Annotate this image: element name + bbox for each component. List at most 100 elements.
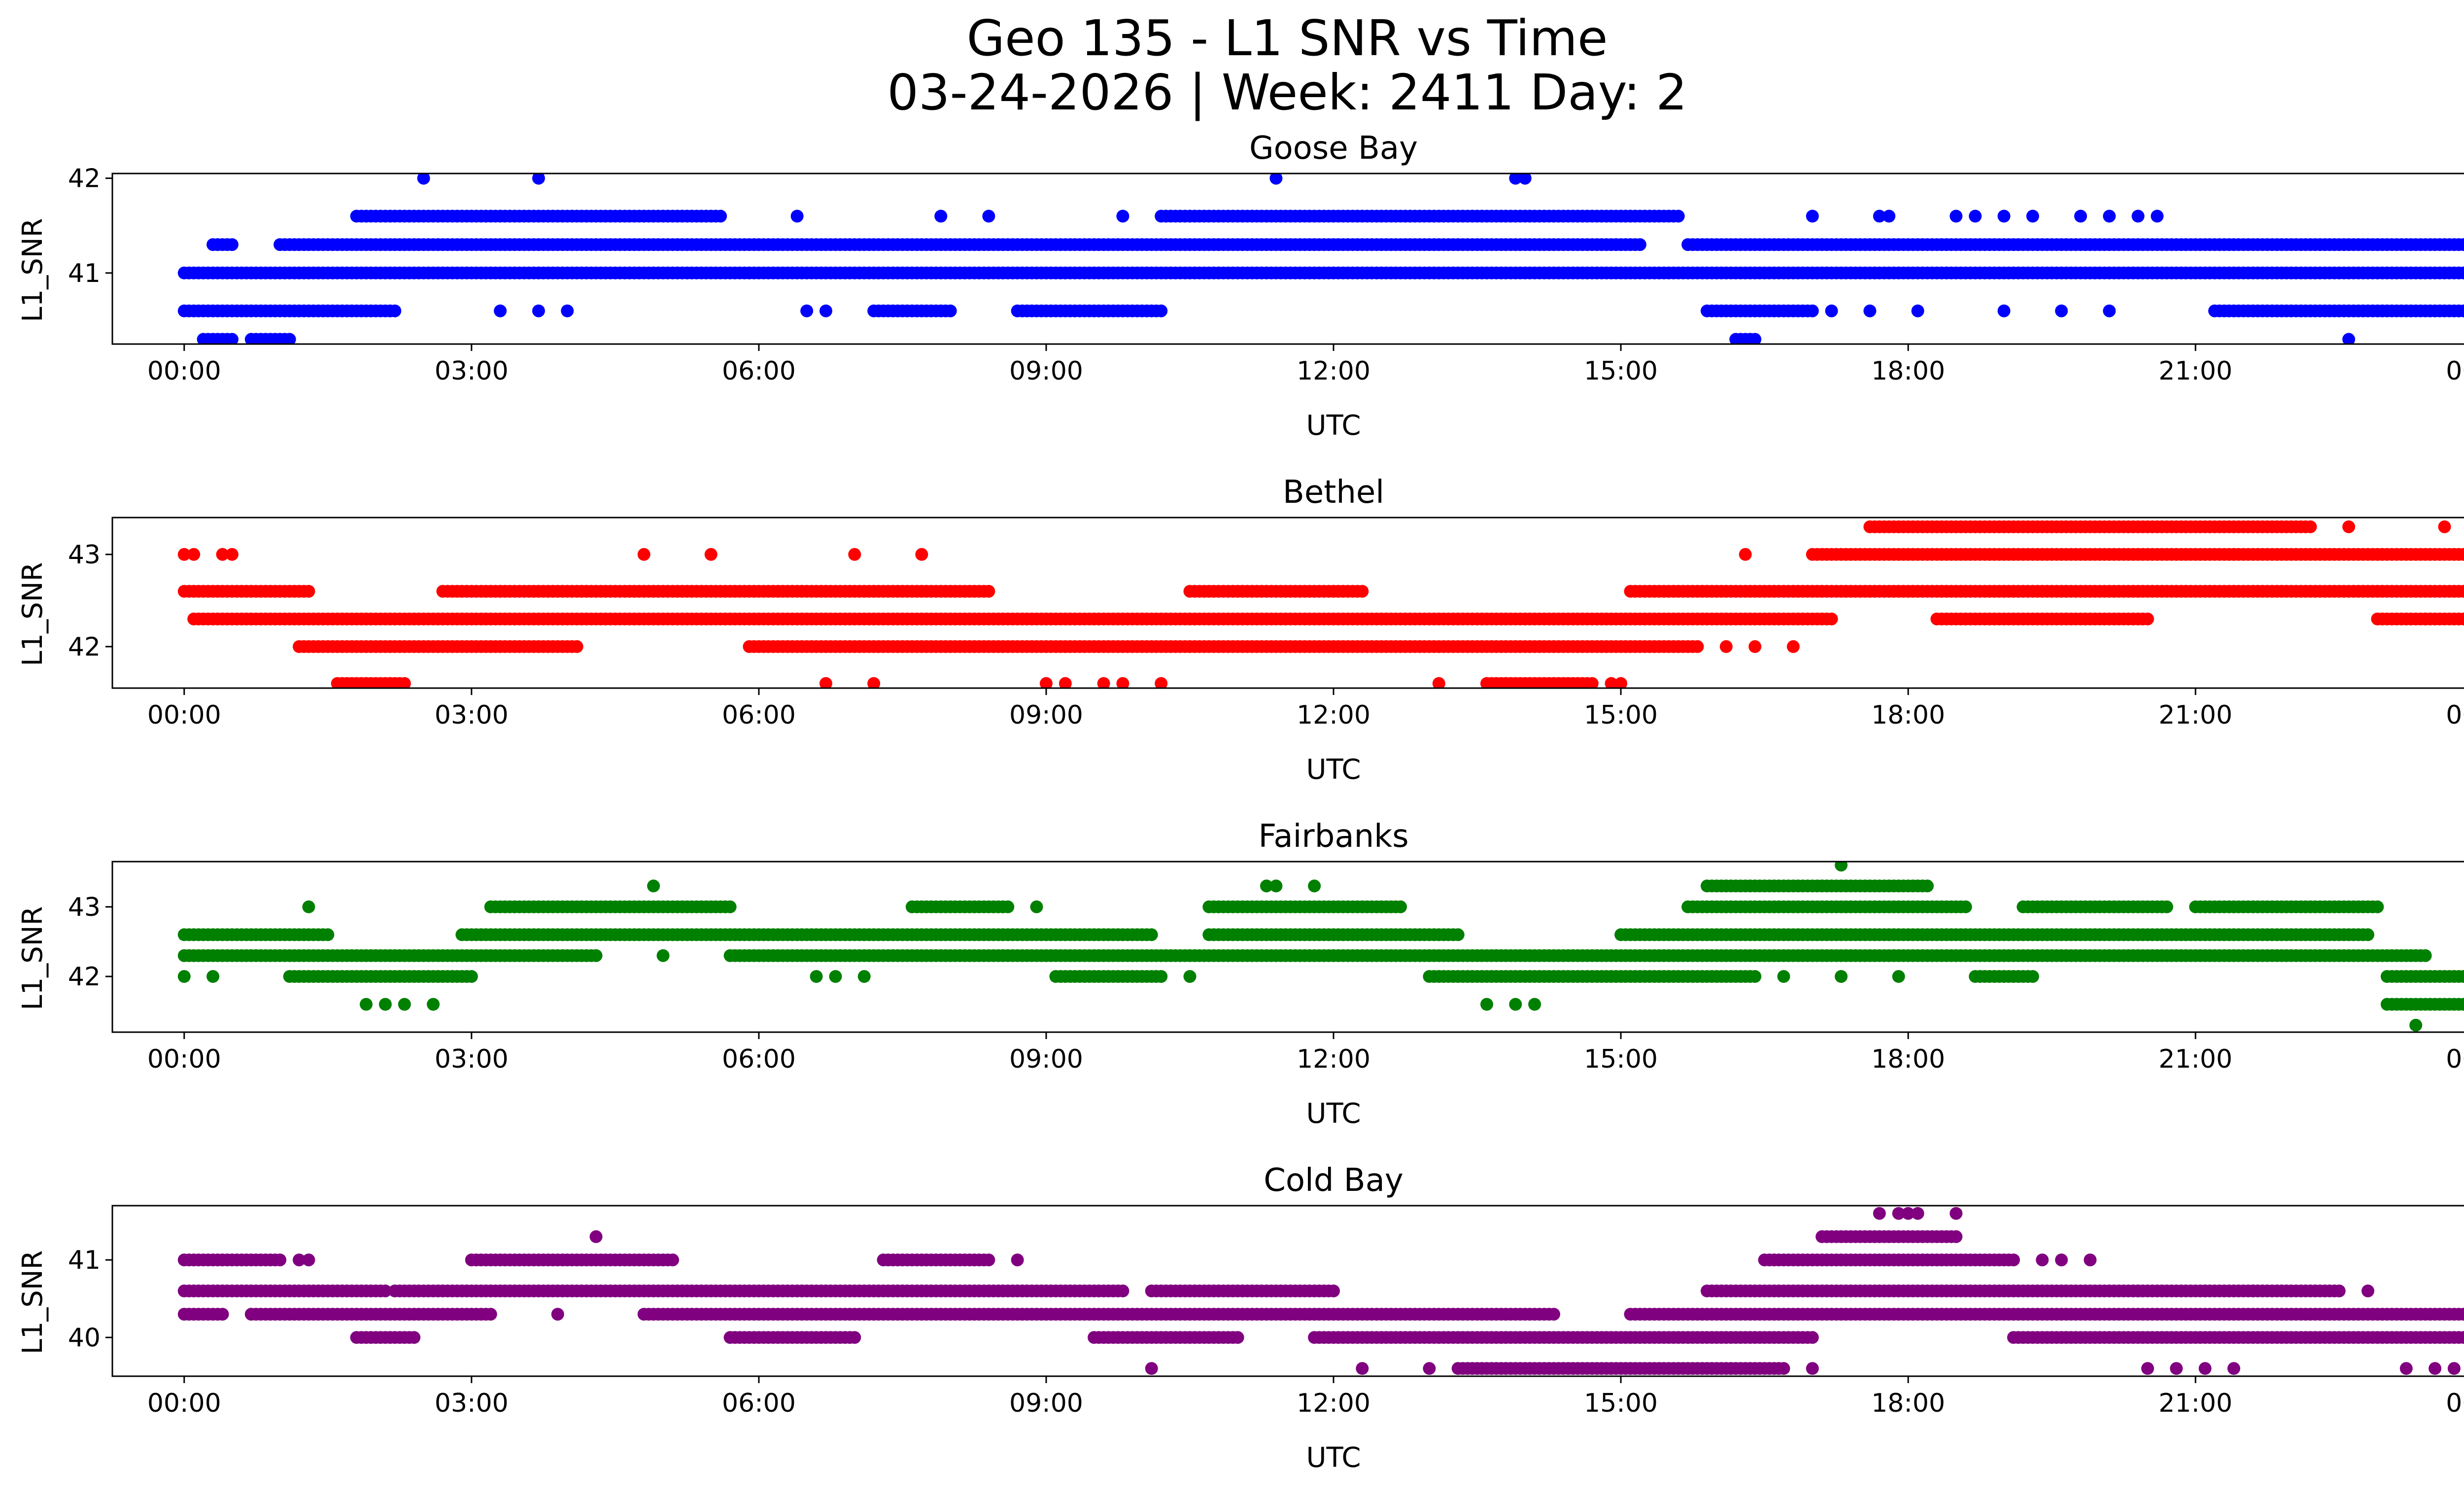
data-point — [494, 304, 507, 317]
data-point — [637, 548, 650, 561]
data-point — [819, 304, 832, 317]
data-point — [867, 677, 881, 688]
data-point — [283, 333, 296, 344]
data-point — [647, 879, 660, 893]
panel-xlabel-cold-bay: UTC — [1306, 1442, 1361, 1474]
x-tick-label: 00:00 — [2446, 700, 2464, 730]
data-point — [216, 548, 229, 561]
data-point — [225, 548, 239, 561]
panel-title-bethel: Bethel — [1283, 474, 1384, 511]
data-point — [484, 1308, 497, 1321]
x-tick-label: 18:00 — [1871, 1044, 1945, 1074]
panel-xlabel-fairbanks: UTC — [1306, 1098, 1361, 1130]
x-tick-label: 21:00 — [2158, 1044, 2232, 1074]
plot-area-fairbanks: 00:00 03:00 06:00 09:00 12:00 15:00 18:00 21:00… — [68, 861, 2464, 1074]
data-point — [2457, 998, 2464, 1011]
data-point — [790, 209, 804, 223]
x-tick-label: 15:00 — [1584, 1044, 1658, 1074]
data-point — [2462, 550, 2464, 559]
scatter-series-cold-bay — [177, 1207, 2464, 1375]
data-point — [1748, 333, 1762, 344]
data-point — [1614, 677, 1628, 688]
y-tick-label: 41 — [68, 259, 101, 288]
x-tick-label: 00:00 — [147, 1044, 221, 1074]
data-point — [2141, 612, 2154, 626]
data-point — [1873, 209, 1886, 223]
data-point — [1777, 970, 1790, 983]
y-tick-label: 42 — [68, 164, 101, 194]
data-point — [532, 174, 545, 185]
data-point — [2304, 520, 2317, 533]
data-point — [2131, 209, 2145, 223]
data-point — [2457, 612, 2464, 626]
data-point — [1155, 970, 1168, 983]
axes-frame — [111, 861, 2464, 1033]
data-point — [1116, 677, 1129, 688]
panel-ylabel-fairbanks: L1_SNR — [17, 906, 49, 1010]
x-tick-label: 12:00 — [1297, 700, 1370, 730]
data-point — [2160, 900, 2173, 913]
data-point — [206, 970, 220, 983]
data-point — [848, 548, 861, 561]
y-tick-label: 43 — [68, 540, 101, 570]
data-point — [1509, 174, 1522, 185]
data-point — [1260, 879, 1273, 893]
data-point — [1835, 970, 1848, 983]
scatter-series-goose-bay — [177, 174, 2464, 344]
data-point — [1116, 209, 1129, 223]
x-tick-label: 00:00 — [147, 356, 221, 386]
data-point — [982, 585, 995, 598]
data-point — [1672, 209, 1685, 223]
data-point — [704, 548, 718, 561]
data-point — [1509, 998, 1522, 1011]
data-point — [2361, 928, 2374, 941]
data-point — [360, 998, 373, 1011]
data-point — [388, 304, 402, 317]
plot-area-goose-bay: 00:00 03:00 06:00 09:00 12:00 15:00 18:00 21:00… — [68, 164, 2464, 386]
panel-title-cold-bay: Cold Bay — [1264, 1162, 1403, 1199]
axes-frame — [111, 517, 2464, 689]
x-tick-label: 06:00 — [722, 700, 796, 730]
x-tick-label: 21:00 — [2158, 700, 2232, 730]
data-point — [944, 304, 957, 317]
data-point — [1806, 304, 1819, 317]
data-point — [1059, 677, 1072, 688]
x-tick-label: 03:00 — [435, 700, 509, 730]
data-point — [810, 970, 823, 983]
data-point — [1432, 677, 1445, 688]
x-tick-label: 15:00 — [1584, 700, 1658, 730]
x-tick-label: 06:00 — [722, 1044, 796, 1074]
data-point — [1145, 928, 1158, 941]
data-point — [1739, 548, 1752, 561]
data-point — [1806, 209, 1819, 223]
data-point — [1269, 879, 1283, 893]
x-tick-label: 09:00 — [1009, 700, 1083, 730]
data-point — [915, 548, 928, 561]
scatter-series-fairbanks — [177, 862, 2464, 1032]
data-point — [1356, 585, 1369, 598]
data-point — [2462, 240, 2464, 249]
data-point — [2457, 585, 2464, 598]
data-point — [378, 998, 392, 1011]
data-point — [2026, 209, 2039, 223]
figure-title-line-2: 03-24-2026 | Week: 2411 Day: 2 — [887, 64, 1687, 121]
data-point — [1786, 640, 1800, 653]
data-point — [1892, 970, 1905, 983]
data-point — [2462, 614, 2464, 624]
data-point — [2457, 1308, 2464, 1321]
data-point — [829, 970, 842, 983]
data-point — [1155, 677, 1168, 688]
data-point — [1997, 209, 2011, 223]
data-point — [532, 304, 545, 317]
data-point — [1835, 862, 1848, 872]
data-point — [2457, 238, 2464, 251]
panel-ylabel-bethel: L1_SNR — [17, 562, 49, 666]
data-point — [2074, 209, 2087, 223]
data-point — [2457, 970, 2464, 983]
data-point — [1691, 640, 1704, 653]
data-point — [2342, 520, 2356, 533]
data-point — [225, 333, 239, 344]
data-point — [1528, 998, 1541, 1011]
axes-frame — [111, 173, 2464, 345]
data-point — [1825, 304, 1838, 317]
